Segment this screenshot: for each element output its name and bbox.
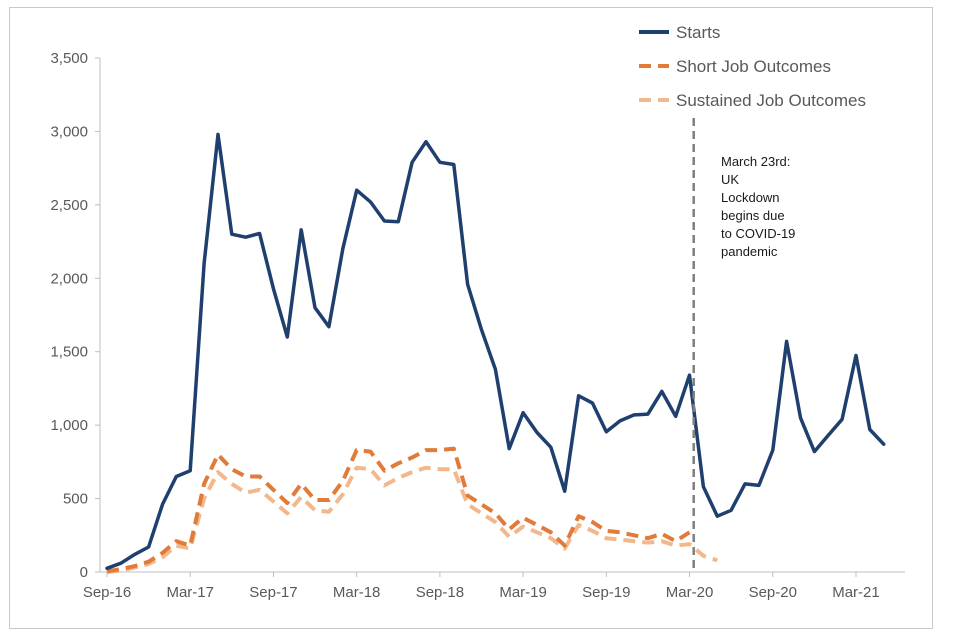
y-tick-label: 3,500 xyxy=(50,50,88,67)
lockdown-annotation: March 23rd: UK Lockdown begins due to COVID-… xyxy=(721,154,795,259)
legend-label: Sustained Job Outcomes xyxy=(676,91,866,110)
x-tick-label: Mar-17 xyxy=(166,584,214,601)
annotation-line: UK xyxy=(721,172,739,187)
y-tick-label: 500 xyxy=(63,491,88,508)
x-tick-label: Sep-20 xyxy=(749,584,797,601)
y-tick-label: 1,500 xyxy=(50,344,88,361)
series-line-sustained-job-outcomes xyxy=(106,465,718,574)
legend: Starts Short Job Outcomes Sustained Job Ou… xyxy=(639,23,866,110)
x-tick-label: Mar-21 xyxy=(832,584,880,601)
series-lines xyxy=(105,132,886,574)
x-tick-label: Sep-19 xyxy=(582,584,630,601)
y-tick-label: 1,000 xyxy=(50,417,88,434)
x-tick-label: Sep-18 xyxy=(416,584,464,601)
series-line-short-job-outcomes xyxy=(107,449,717,572)
annotation-line: March 23rd: xyxy=(721,154,790,169)
annotation-line: Lockdown xyxy=(721,190,780,205)
x-axis: Sep-16 Mar-17 Sep-17 Mar-18 Sep-18 Mar-19 Sep-… xyxy=(83,571,905,601)
y-tick-label: 3,000 xyxy=(50,123,88,140)
legend-label: Short Job Outcomes xyxy=(676,57,831,76)
x-tick-label: Sep-16 xyxy=(83,584,131,601)
annotation-line: pandemic xyxy=(721,244,778,259)
x-tick-label: Mar-18 xyxy=(333,584,381,601)
y-tick-label: 2,500 xyxy=(50,197,88,214)
y-axis: 0 500 1,000 1,500 2,000 2,500 3,000 3,500 xyxy=(50,50,101,581)
series-line-starts xyxy=(105,132,886,571)
legend-label: Starts xyxy=(676,23,720,42)
y-tick-label: 2,000 xyxy=(50,270,88,287)
y-tick-label: 0 xyxy=(80,564,88,581)
x-tick-label: Mar-19 xyxy=(499,584,547,601)
chart-frame xyxy=(9,7,933,629)
x-tick-label: Mar-20 xyxy=(666,584,714,601)
annotation-line: begins due xyxy=(721,208,785,223)
annotation-line: to COVID-19 xyxy=(721,226,795,241)
x-tick-label: Sep-17 xyxy=(249,584,297,601)
